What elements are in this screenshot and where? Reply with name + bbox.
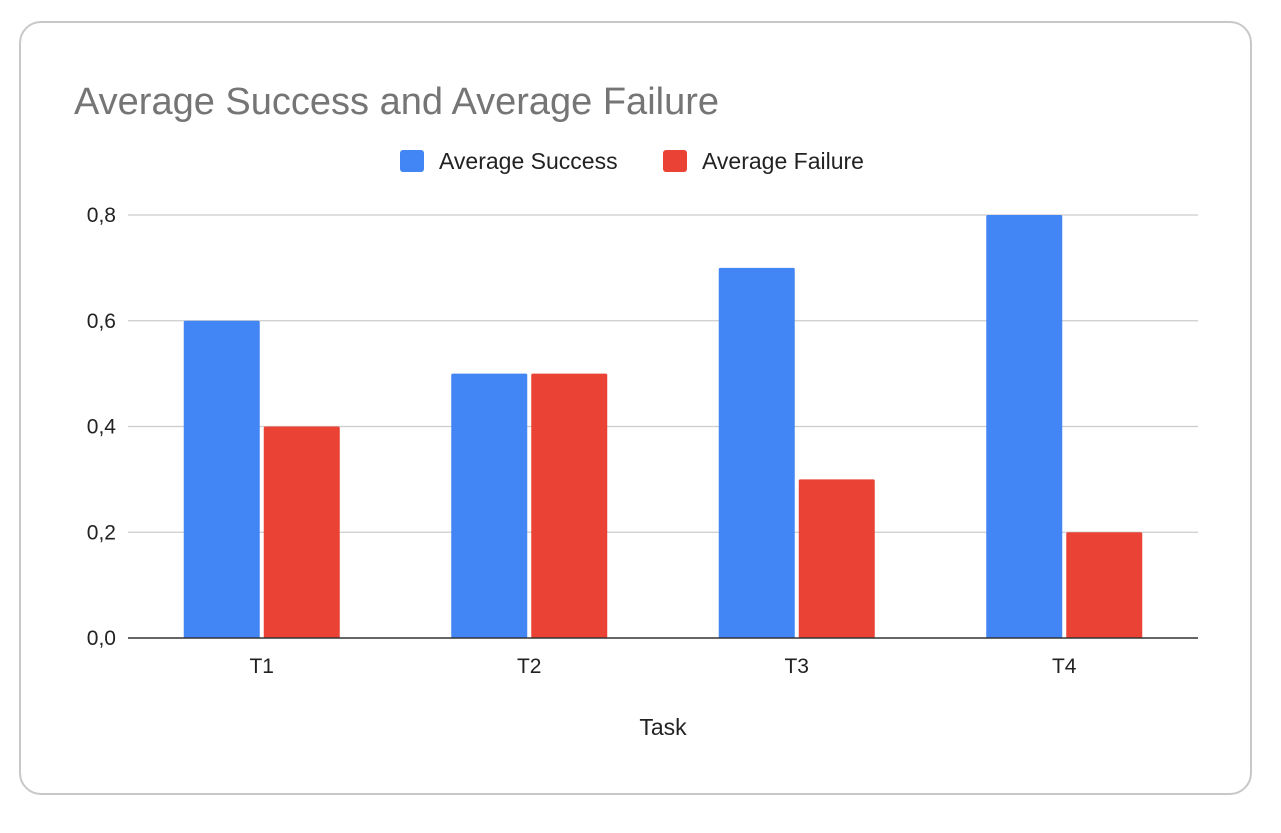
legend: Average Success Average Failure xyxy=(400,148,864,174)
chart-title: Average Success and Average Failure xyxy=(74,81,719,123)
y-tick-label: 0,4 xyxy=(87,416,117,439)
bar-t1-average-success xyxy=(183,320,260,638)
y-tick-label: 0,0 xyxy=(87,627,116,650)
x-tick-label: T3 xyxy=(784,655,809,678)
x-tick-label: T1 xyxy=(249,655,274,678)
x-tick-label: T2 xyxy=(517,655,542,678)
y-axis-tick-labels: 0,0 0,2 0,4 0,6 0,8 xyxy=(87,204,117,650)
bar-t4-average-success xyxy=(986,215,1063,638)
y-tick-label: 0,2 xyxy=(87,521,116,544)
bar-t3-average-failure xyxy=(798,479,875,638)
y-tick-label: 0,8 xyxy=(87,204,116,227)
legend-label: Average Failure xyxy=(702,148,864,174)
bar-t3-average-success xyxy=(718,267,795,638)
bar-t4-average-failure xyxy=(1066,532,1143,638)
bar-t2-average-success xyxy=(451,373,528,638)
legend-swatch-average-success xyxy=(400,150,424,172)
bars xyxy=(183,215,1143,638)
legend-swatch-average-failure xyxy=(663,150,687,172)
bar-t2-average-failure xyxy=(531,373,608,638)
y-tick-label: 0,6 xyxy=(87,310,116,333)
x-axis-title: Task xyxy=(639,714,687,740)
bar-t1-average-failure xyxy=(263,426,340,638)
legend-label: Average Success xyxy=(439,148,618,174)
x-axis-tick-labels: T1 T2 T3 T4 xyxy=(249,655,1076,678)
x-tick-label: T4 xyxy=(1052,655,1077,678)
